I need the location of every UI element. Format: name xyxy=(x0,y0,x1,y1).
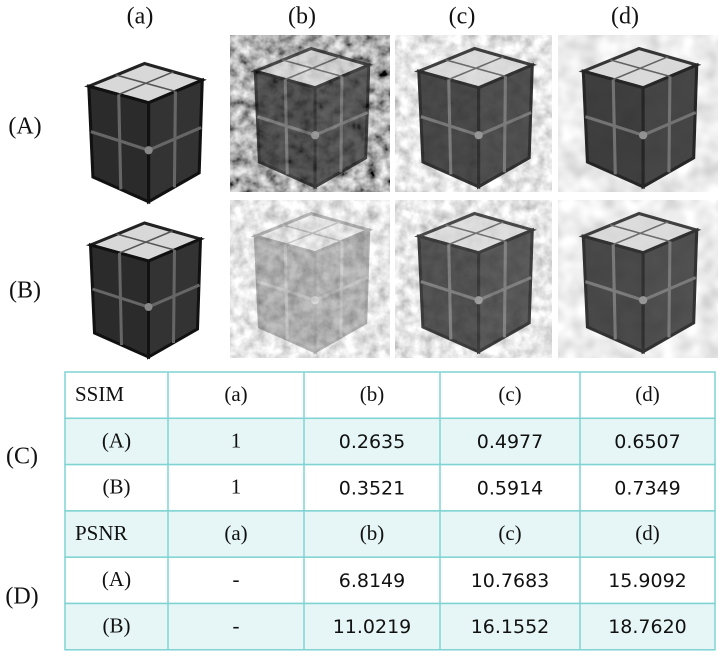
table-cell: (d) xyxy=(635,382,660,406)
table-cell: (c) xyxy=(498,382,521,406)
table-cell: 10.7683 xyxy=(471,570,550,592)
column-label: (c) xyxy=(449,4,476,30)
row-label: (A) xyxy=(8,114,41,140)
table-cell: 0.7349 xyxy=(614,477,680,499)
clean-image xyxy=(87,62,204,204)
table-cell: 11.0219 xyxy=(333,616,412,638)
table-cell: - xyxy=(233,567,240,591)
noisy-image xyxy=(230,35,390,192)
table-cell: 18.7620 xyxy=(608,616,687,638)
table-cell: (A) xyxy=(102,428,131,452)
table-row xyxy=(64,602,716,651)
table-cell: 6.8149 xyxy=(339,570,405,592)
column-label: (d) xyxy=(611,4,639,30)
table-cell: (A) xyxy=(102,567,131,591)
table-cell: (d) xyxy=(635,521,660,545)
denoised-image xyxy=(395,35,552,192)
table-cell: (B) xyxy=(103,475,131,499)
table-cell: 15.9092 xyxy=(608,570,687,592)
table-row xyxy=(64,371,716,420)
table-cell: 1 xyxy=(231,428,242,452)
table-cell: - xyxy=(233,613,240,637)
column-label: (a) xyxy=(127,4,154,30)
column-label: (b) xyxy=(288,4,316,30)
table-cell: (b) xyxy=(360,521,385,545)
table-cell: SSIM xyxy=(75,382,124,406)
row-label: (B) xyxy=(9,278,41,304)
table-cell: PSNR xyxy=(75,521,128,545)
table-row xyxy=(64,510,716,558)
group-label: (D) xyxy=(5,584,38,610)
noisy-image xyxy=(230,200,390,358)
table-row xyxy=(64,463,716,512)
table-cell: 0.6507 xyxy=(614,431,680,453)
table-cell: 0.2635 xyxy=(339,431,405,453)
metrics-table: SSIM (a) (b) (c) (d) (A) 1 0.2635 0.4977 0.6507 (B… xyxy=(64,371,716,651)
table-cell: 16.1552 xyxy=(471,616,550,638)
table-cell: (B) xyxy=(103,613,131,637)
table-cell: (a) xyxy=(224,521,247,545)
table-cell: 0.4977 xyxy=(477,431,543,453)
denoised-image xyxy=(558,35,718,192)
clean-image xyxy=(88,221,203,359)
table-cell: 0.5914 xyxy=(477,477,543,499)
denoised-image xyxy=(558,200,718,358)
table-cell: (c) xyxy=(498,521,521,545)
table-cell: (b) xyxy=(360,382,385,406)
table-cell: 1 xyxy=(231,475,242,499)
table-cell: (a) xyxy=(224,382,247,406)
denoised-image xyxy=(395,200,552,358)
table-cell: 0.3521 xyxy=(339,477,405,499)
group-label: (C) xyxy=(6,444,38,470)
